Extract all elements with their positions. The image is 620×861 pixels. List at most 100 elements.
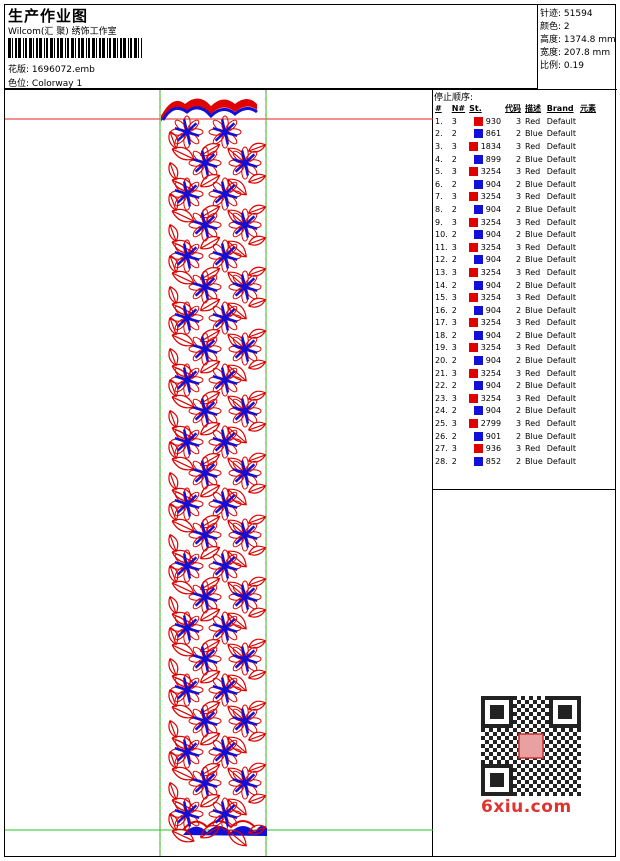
color-swatch bbox=[474, 305, 484, 315]
row-description: Red bbox=[525, 217, 541, 227]
row-stitches: 861 bbox=[467, 128, 503, 141]
row-code: 3 bbox=[515, 343, 522, 353]
stat-label: 颜色: bbox=[540, 22, 562, 32]
color-swatch bbox=[469, 217, 479, 227]
red-leaf bbox=[168, 626, 179, 646]
row-stitches: 904 bbox=[467, 203, 503, 216]
table-row: 24. 2 904 2 Blue Default bbox=[433, 405, 598, 418]
row-code: 2 bbox=[515, 129, 522, 139]
row-description: Blue bbox=[525, 305, 543, 315]
red-leaf bbox=[247, 328, 267, 339]
table-row: 27. 3 936 3 Red Default bbox=[433, 442, 598, 455]
row-needle: 2 bbox=[451, 154, 457, 164]
color-swatch bbox=[474, 204, 484, 214]
color-swatch bbox=[469, 141, 479, 151]
row-stitches: 904 bbox=[467, 254, 503, 267]
red-leaf bbox=[168, 750, 179, 770]
blue-flower bbox=[208, 487, 242, 521]
color-swatch bbox=[469, 293, 479, 303]
row-brand: Default bbox=[546, 305, 576, 315]
row-stitches: 852 bbox=[467, 455, 503, 468]
row-element bbox=[578, 191, 598, 204]
red-leaf bbox=[168, 316, 179, 336]
row-needle: 2 bbox=[451, 204, 457, 214]
row-description: Blue bbox=[525, 431, 543, 441]
row-description: Blue bbox=[525, 456, 543, 466]
row-stitch-count: 3254 bbox=[480, 368, 502, 378]
row-code: 3 bbox=[515, 267, 522, 277]
row-brand: Default bbox=[546, 204, 576, 214]
stop-sequence-title: 停止顺序: bbox=[434, 93, 474, 103]
stat-stitches: 针迹: 51594 bbox=[540, 6, 593, 19]
red-leaf bbox=[247, 235, 267, 246]
row-index: 25. bbox=[435, 419, 448, 429]
row-element bbox=[578, 367, 598, 380]
row-stitch-count: 3254 bbox=[480, 318, 502, 328]
stop-sequence-panel: 停止顺序: # N# St. 代码 描述 Brand 元素 1. 3 930 3 Re… bbox=[433, 90, 615, 490]
red-leaf bbox=[247, 452, 267, 463]
blue-flower bbox=[170, 673, 204, 707]
color-swatch bbox=[469, 267, 479, 277]
row-stitch-count: 901 bbox=[485, 431, 502, 441]
row-stitch-count: 904 bbox=[485, 179, 502, 189]
blue-flower bbox=[170, 177, 204, 211]
row-code: 2 bbox=[515, 305, 522, 315]
row-element bbox=[578, 455, 598, 468]
red-leaf bbox=[247, 731, 267, 742]
red-leaf bbox=[168, 781, 179, 801]
row-needle: 3 bbox=[451, 217, 457, 227]
red-leaf bbox=[168, 595, 179, 615]
row-stitch-count: 904 bbox=[485, 230, 502, 240]
row-element bbox=[578, 254, 598, 267]
row-element bbox=[578, 115, 598, 128]
row-element bbox=[578, 266, 598, 279]
blue-flower bbox=[228, 580, 262, 614]
row-description: Red bbox=[525, 368, 541, 378]
row-index: 17. bbox=[435, 318, 448, 328]
row-index: 15. bbox=[435, 293, 448, 303]
row-stitches: 904 bbox=[467, 178, 503, 191]
row-brand: Default bbox=[546, 141, 576, 151]
row-element bbox=[578, 178, 598, 191]
row-code: 3 bbox=[515, 293, 522, 303]
row-code: 3 bbox=[515, 167, 522, 177]
stat-colors: 颜色: 2 bbox=[540, 19, 570, 32]
table-row: 7. 3 3254 3 Red Default bbox=[433, 191, 598, 204]
red-leaf bbox=[227, 798, 247, 816]
color-swatch bbox=[474, 406, 484, 416]
row-description: Red bbox=[525, 318, 541, 328]
row-stitch-count: 930 bbox=[485, 116, 502, 126]
row-index: 7. bbox=[435, 192, 443, 202]
row-brand: Default bbox=[546, 280, 576, 290]
worksheet: 生产作业图 Wilcom(汇 聚) 绣饰工作室 花版: 1696072.emb … bbox=[4, 4, 617, 857]
row-needle: 3 bbox=[451, 368, 457, 378]
blue-flower bbox=[170, 797, 204, 831]
blue-flower bbox=[208, 425, 242, 459]
row-description: Red bbox=[525, 267, 541, 277]
row-index: 2. bbox=[435, 129, 443, 139]
red-leaf bbox=[247, 576, 267, 587]
blue-flower bbox=[228, 208, 262, 242]
row-index: 22. bbox=[435, 381, 448, 391]
red-leaf bbox=[199, 236, 221, 250]
row-stitches: 3254 bbox=[467, 392, 503, 405]
row-brand: Default bbox=[546, 230, 576, 240]
row-stitch-count: 904 bbox=[485, 381, 502, 391]
red-leaf bbox=[247, 607, 267, 618]
red-leaf bbox=[199, 608, 221, 622]
embroidery-design bbox=[5, 90, 433, 856]
row-description: Red bbox=[525, 116, 541, 126]
row-stitches: 3254 bbox=[467, 165, 503, 178]
row-stitch-count: 3254 bbox=[480, 242, 502, 252]
row-index: 3. bbox=[435, 141, 443, 151]
row-brand: Default bbox=[546, 393, 576, 403]
red-leaf bbox=[227, 829, 247, 847]
color-swatch bbox=[474, 456, 484, 466]
row-stitches: 904 bbox=[467, 304, 503, 317]
red-leaf bbox=[199, 794, 221, 808]
stat-value: 207.8 mm bbox=[563, 48, 611, 58]
red-leaf bbox=[168, 688, 179, 708]
blue-flower bbox=[170, 487, 204, 521]
row-stitches: 3254 bbox=[467, 317, 503, 330]
color-swatch bbox=[469, 393, 479, 403]
